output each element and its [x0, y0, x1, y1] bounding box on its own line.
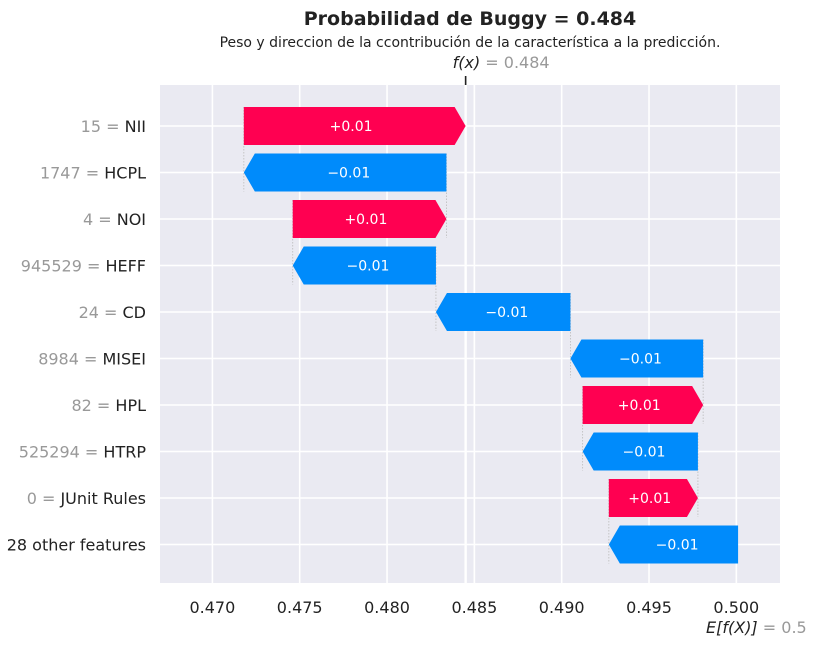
- feature-name: NII: [125, 117, 146, 136]
- y-tick-label: 945529 = HEFF: [21, 257, 146, 276]
- bar: [435, 293, 571, 331]
- feature-name: JUnit Rules: [59, 489, 146, 508]
- bar-label: −0.01: [327, 166, 370, 182]
- fx-label: f(x): [453, 53, 486, 72]
- bar-label: −0.01: [619, 352, 662, 368]
- bar-label: −0.01: [622, 445, 665, 461]
- feature-value: 525294 =: [19, 443, 104, 462]
- feature-value: 24 =: [79, 303, 123, 322]
- bar-label: −0.01: [656, 538, 699, 554]
- x-tick-label: 0.495: [626, 598, 672, 617]
- bar: [608, 525, 739, 564]
- bar: [243, 107, 466, 145]
- x-tick-label: 0.470: [189, 598, 235, 617]
- feature-name: HCPL: [104, 164, 146, 183]
- bar: [582, 432, 698, 471]
- x-tick-label: 0.475: [277, 598, 323, 617]
- bar: [570, 339, 704, 378]
- x-tick-label: 0.485: [451, 598, 497, 617]
- bar-label: +0.01: [330, 119, 373, 135]
- feature-value: 82 =: [71, 396, 115, 415]
- base-annotation: E[f(X)] = 0.5: [706, 618, 807, 637]
- bar-label: +0.01: [628, 491, 671, 507]
- chart-subtitle: Peso y direccion de la ccontribución de …: [220, 35, 721, 51]
- feature-name: NOI: [117, 210, 146, 229]
- bar: [292, 200, 447, 238]
- feature-name: HTRP: [103, 443, 146, 462]
- bar: [608, 479, 698, 517]
- fx-value: = 0.484: [485, 53, 549, 72]
- y-tick-label: 8984 = MISEI: [38, 350, 146, 369]
- y-tick-label: 1747 = HCPL: [40, 164, 146, 183]
- x-tick-label: 0.480: [364, 598, 410, 617]
- chart-title: Probabilidad de Buggy = 0.484: [304, 8, 637, 30]
- base-label: E[f(X)]: [706, 618, 763, 637]
- y-tick-label: 28 other features: [7, 536, 146, 555]
- feature-name: HPL: [115, 396, 146, 415]
- feature-value: 1747 =: [40, 164, 104, 183]
- feature-name: MISEI: [102, 350, 146, 369]
- bar-label: +0.01: [344, 212, 387, 228]
- feature-name: HEFF: [105, 257, 146, 276]
- feature-name: CD: [123, 303, 147, 322]
- bar-label: +0.01: [618, 398, 661, 414]
- y-tick-label: 525294 = HTRP: [19, 443, 147, 462]
- bar: [292, 246, 436, 285]
- bar: [243, 153, 447, 192]
- bar-label: −0.01: [347, 259, 390, 275]
- y-tick-label: 82 = HPL: [71, 396, 146, 415]
- y-tick-label: 24 = CD: [79, 303, 146, 322]
- feature-value: 15 =: [81, 117, 125, 136]
- bar-label: −0.01: [485, 305, 528, 321]
- fx-annotation: f(x) = 0.484: [453, 53, 550, 72]
- base-value: = 0.5: [763, 618, 807, 637]
- y-tick-label: 15 = NII: [81, 117, 146, 136]
- y-tick-label: 0 = JUnit Rules: [27, 489, 146, 508]
- feature-value: 4 =: [83, 210, 117, 229]
- feature-value: 8984 =: [38, 350, 102, 369]
- y-tick-label: 4 = NOI: [83, 210, 146, 229]
- feature-value: 945529 =: [21, 257, 106, 276]
- x-tick-label: 0.490: [539, 598, 585, 617]
- bar: [582, 386, 704, 424]
- feature-name: 28 other features: [7, 536, 146, 555]
- feature-value: 0 =: [27, 489, 61, 508]
- x-tick-label: 0.500: [713, 598, 759, 617]
